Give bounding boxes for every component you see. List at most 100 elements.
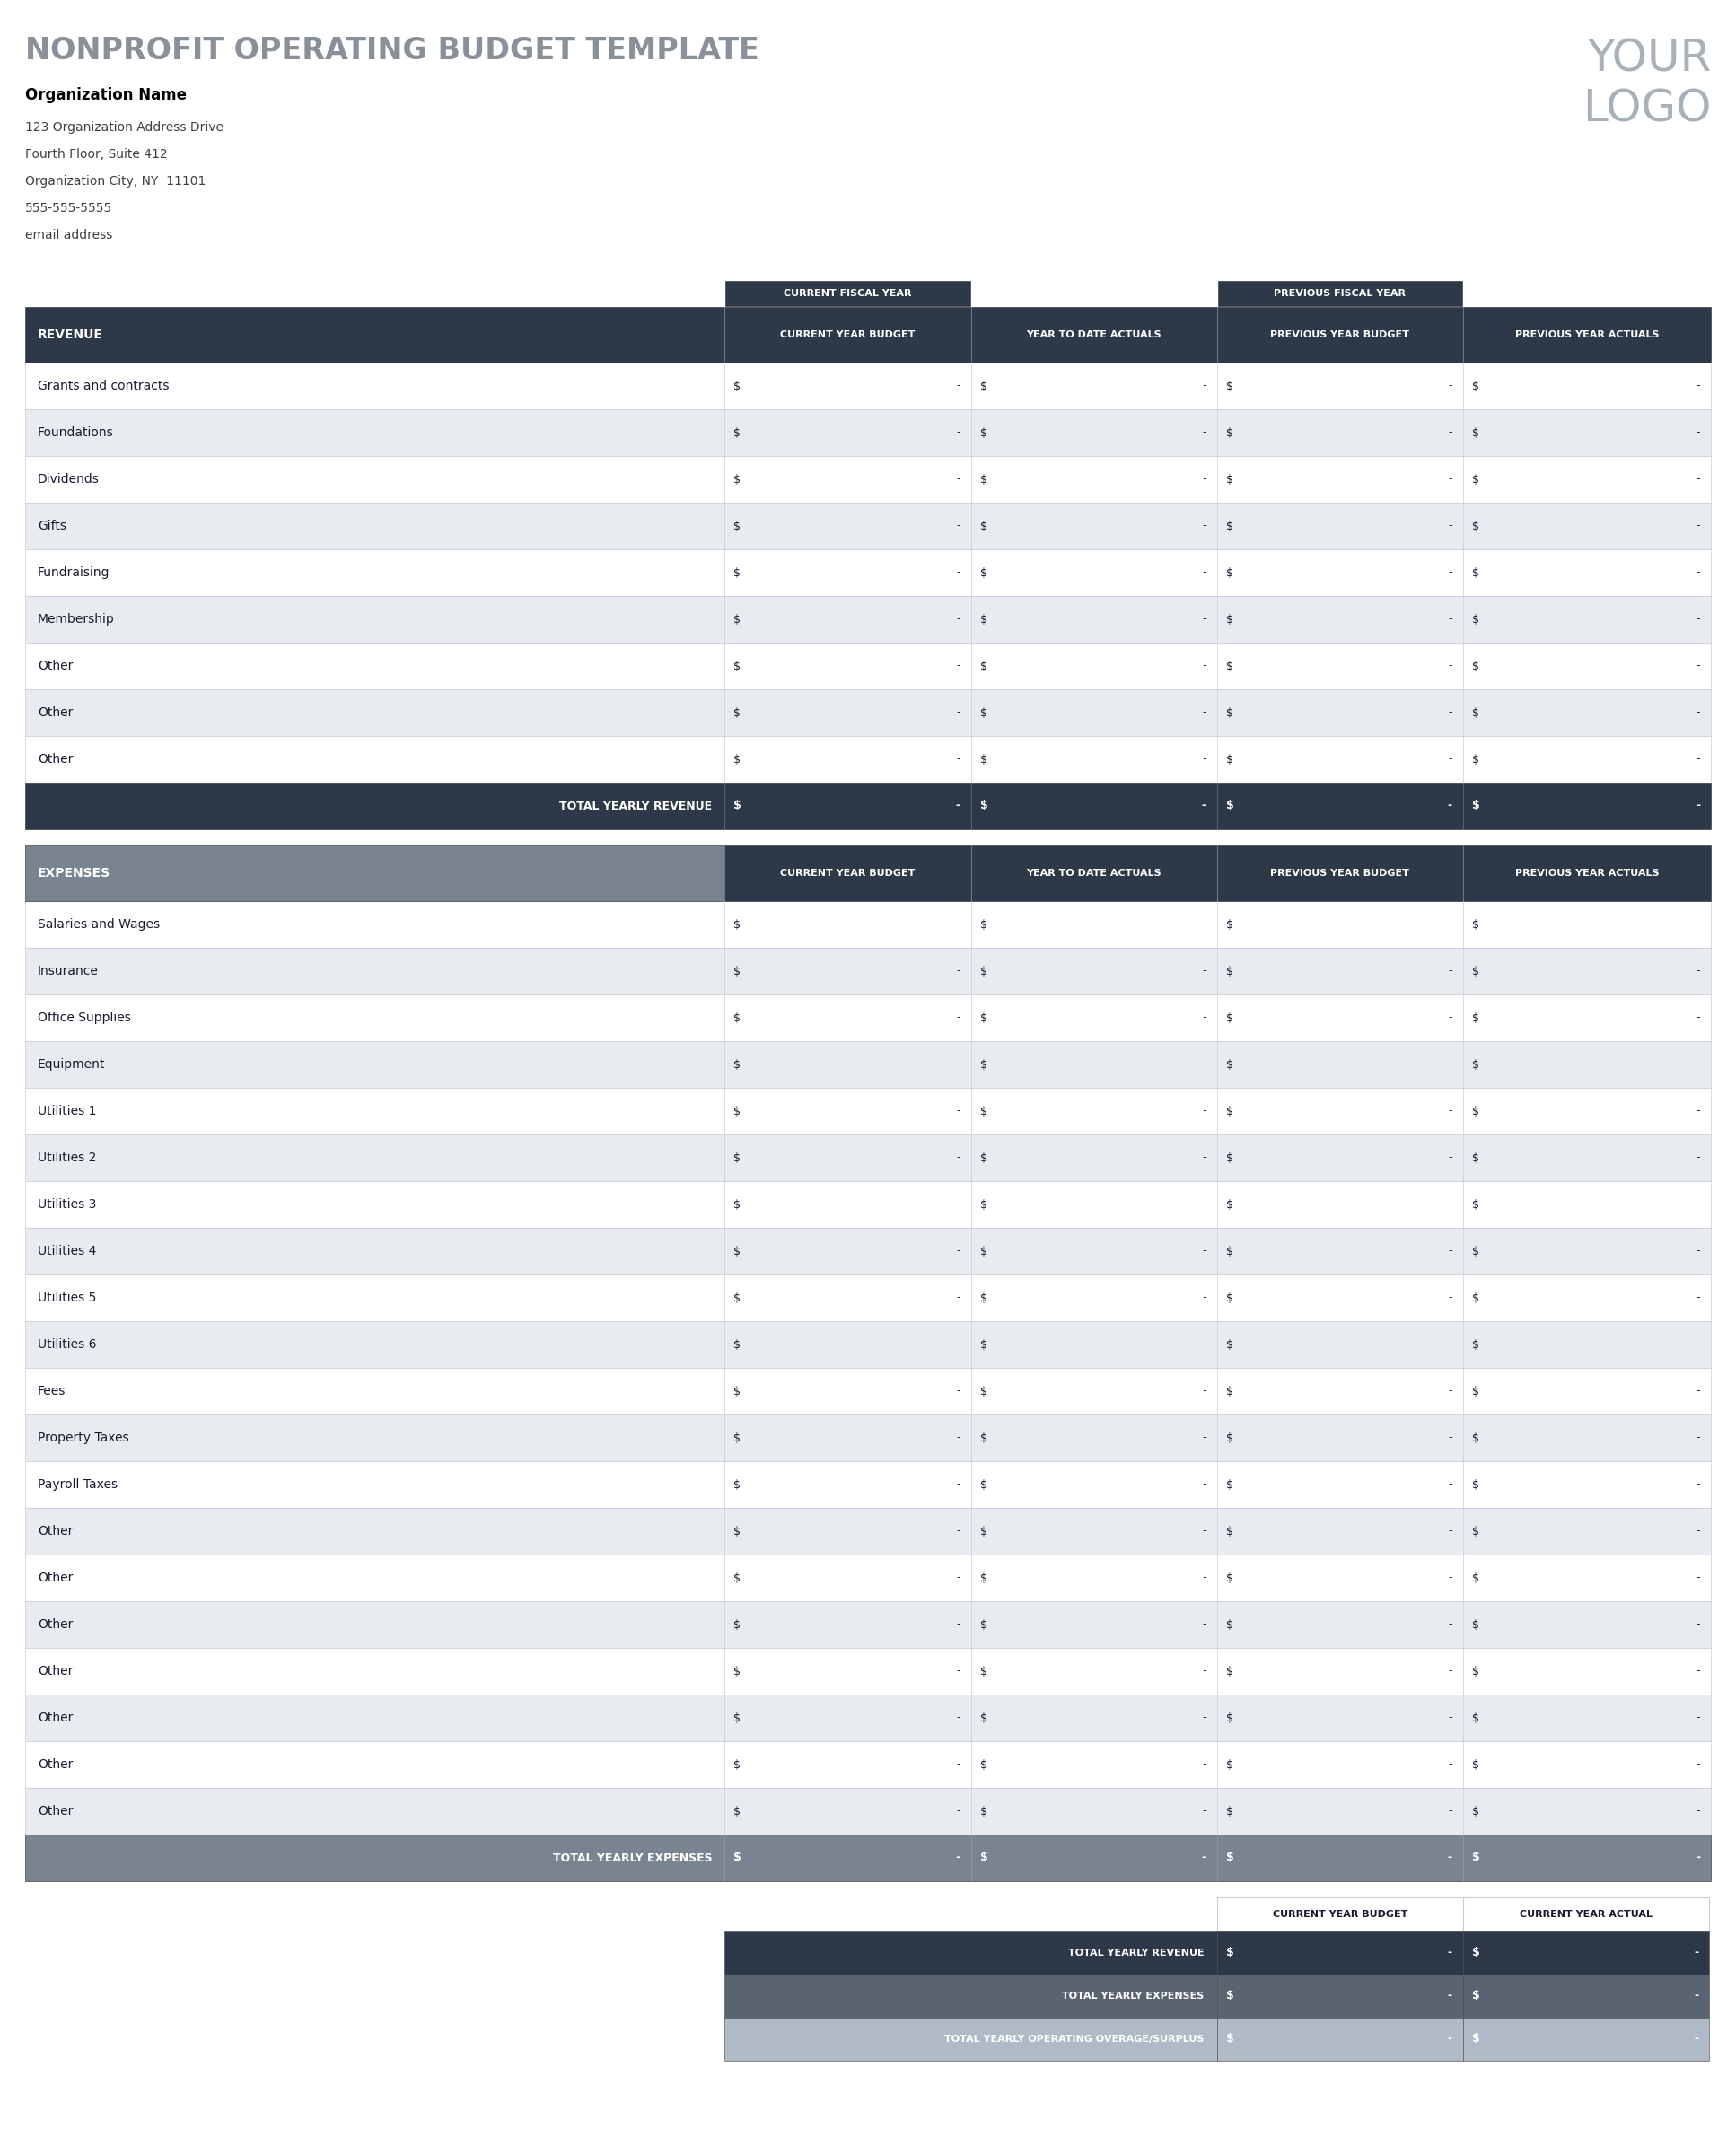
- Text: $: $: [1226, 1526, 1233, 1537]
- Text: -: -: [1448, 1526, 1453, 1537]
- Text: $: $: [734, 1573, 741, 1584]
- Text: -: -: [1448, 427, 1453, 438]
- Text: $: $: [1226, 1293, 1233, 1304]
- Text: $: $: [1472, 1947, 1479, 1960]
- Text: $: $: [1226, 1385, 1233, 1398]
- Bar: [1217, 2017, 1463, 2060]
- Text: -: -: [957, 1526, 960, 1537]
- Text: -: -: [1201, 1105, 1207, 1118]
- Text: $: $: [1472, 427, 1479, 438]
- Text: -: -: [957, 427, 960, 438]
- Text: PREVIOUS YEAR ACTUALS: PREVIOUS YEAR ACTUALS: [1516, 870, 1660, 878]
- Text: -: -: [957, 1665, 960, 1678]
- Text: -: -: [957, 1759, 960, 1769]
- Text: $: $: [979, 1013, 988, 1024]
- Text: -: -: [1696, 427, 1700, 438]
- Bar: [724, 1975, 1217, 2017]
- Text: -: -: [957, 1712, 960, 1725]
- Text: $: $: [1472, 1105, 1479, 1118]
- Text: TOTAL YEARLY REVENUE: TOTAL YEARLY REVENUE: [1068, 1949, 1205, 1957]
- Text: $: $: [1472, 1712, 1479, 1725]
- Text: Grants and contracts: Grants and contracts: [38, 380, 168, 393]
- Text: $: $: [734, 1105, 741, 1118]
- Text: -: -: [1696, 1806, 1700, 1816]
- Text: -: -: [957, 1058, 960, 1071]
- Text: $: $: [1226, 1013, 1233, 1024]
- Bar: [1217, 1898, 1463, 1932]
- Text: CURRENT YEAR BUDGET: CURRENT YEAR BUDGET: [779, 870, 915, 878]
- Text: $: $: [734, 754, 741, 765]
- Text: $: $: [1472, 1665, 1479, 1678]
- Text: -: -: [1201, 566, 1207, 579]
- Text: CURRENT YEAR BUDGET: CURRENT YEAR BUDGET: [779, 331, 915, 340]
- Text: -: -: [1696, 1853, 1700, 1863]
- Bar: [24, 1601, 1712, 1648]
- Text: Dividends: Dividends: [38, 472, 99, 485]
- Text: -: -: [957, 1385, 960, 1398]
- Text: $: $: [734, 519, 741, 532]
- Text: -: -: [1201, 519, 1207, 532]
- Text: -: -: [1201, 1573, 1207, 1584]
- Text: $: $: [979, 919, 988, 930]
- Text: -: -: [1448, 1058, 1453, 1071]
- Text: -: -: [1201, 427, 1207, 438]
- Text: Gifts: Gifts: [38, 519, 66, 532]
- Text: -: -: [1448, 660, 1453, 671]
- Text: Fundraising: Fundraising: [38, 566, 109, 579]
- Text: $: $: [1472, 1293, 1479, 1304]
- Text: -: -: [1696, 1712, 1700, 1725]
- Bar: [1463, 846, 1712, 902]
- Text: -: -: [1448, 1947, 1453, 1960]
- Text: $: $: [1226, 1152, 1233, 1165]
- Bar: [724, 846, 970, 902]
- Text: $: $: [979, 1759, 988, 1769]
- Text: $: $: [1472, 1432, 1479, 1445]
- Text: -: -: [957, 1293, 960, 1304]
- Bar: [24, 502, 1712, 549]
- Text: $: $: [1226, 613, 1233, 626]
- Text: $: $: [1226, 1806, 1233, 1816]
- Text: -: -: [957, 1432, 960, 1445]
- Text: -: -: [1448, 1806, 1453, 1816]
- Text: -: -: [1448, 1479, 1453, 1489]
- Text: $: $: [979, 1479, 988, 1489]
- Text: Payroll Taxes: Payroll Taxes: [38, 1479, 118, 1492]
- Text: $: $: [1472, 1853, 1479, 1863]
- Text: -: -: [1696, 519, 1700, 532]
- Text: $: $: [979, 754, 988, 765]
- Text: -: -: [957, 919, 960, 930]
- Text: Utilities 5: Utilities 5: [38, 1291, 97, 1304]
- Text: 123 Organization Address Drive: 123 Organization Address Drive: [24, 122, 224, 135]
- Text: $: $: [1472, 1759, 1479, 1769]
- Text: -: -: [1201, 1293, 1207, 1304]
- Text: -: -: [1201, 474, 1207, 485]
- Text: $: $: [979, 1058, 988, 1071]
- Text: $: $: [1472, 1990, 1479, 2002]
- Text: $: $: [734, 566, 741, 579]
- Text: $: $: [734, 380, 741, 391]
- Bar: [24, 1462, 1712, 1509]
- Bar: [1217, 846, 1463, 902]
- Text: $: $: [1226, 1105, 1233, 1118]
- Bar: [24, 1789, 1712, 1834]
- Text: $: $: [1226, 799, 1234, 812]
- Text: $: $: [734, 1618, 741, 1631]
- Text: -: -: [1201, 1853, 1207, 1863]
- Bar: [24, 1182, 1712, 1229]
- Text: Property Taxes: Property Taxes: [38, 1432, 128, 1445]
- Text: $: $: [1226, 1432, 1233, 1445]
- Text: -: -: [1448, 1759, 1453, 1769]
- Text: -: -: [1696, 1479, 1700, 1489]
- Text: email address: email address: [24, 229, 113, 241]
- Text: $: $: [1226, 2032, 1234, 2045]
- Text: -: -: [1448, 1853, 1453, 1863]
- Text: $: $: [979, 1806, 988, 1816]
- Text: $: $: [1226, 1947, 1234, 1960]
- Bar: [24, 1041, 1712, 1088]
- Text: $: $: [979, 1853, 988, 1863]
- Text: -: -: [957, 754, 960, 765]
- Bar: [24, 902, 1712, 949]
- Text: -: -: [1448, 1432, 1453, 1445]
- Text: $: $: [1226, 1479, 1233, 1489]
- Text: -: -: [957, 1013, 960, 1024]
